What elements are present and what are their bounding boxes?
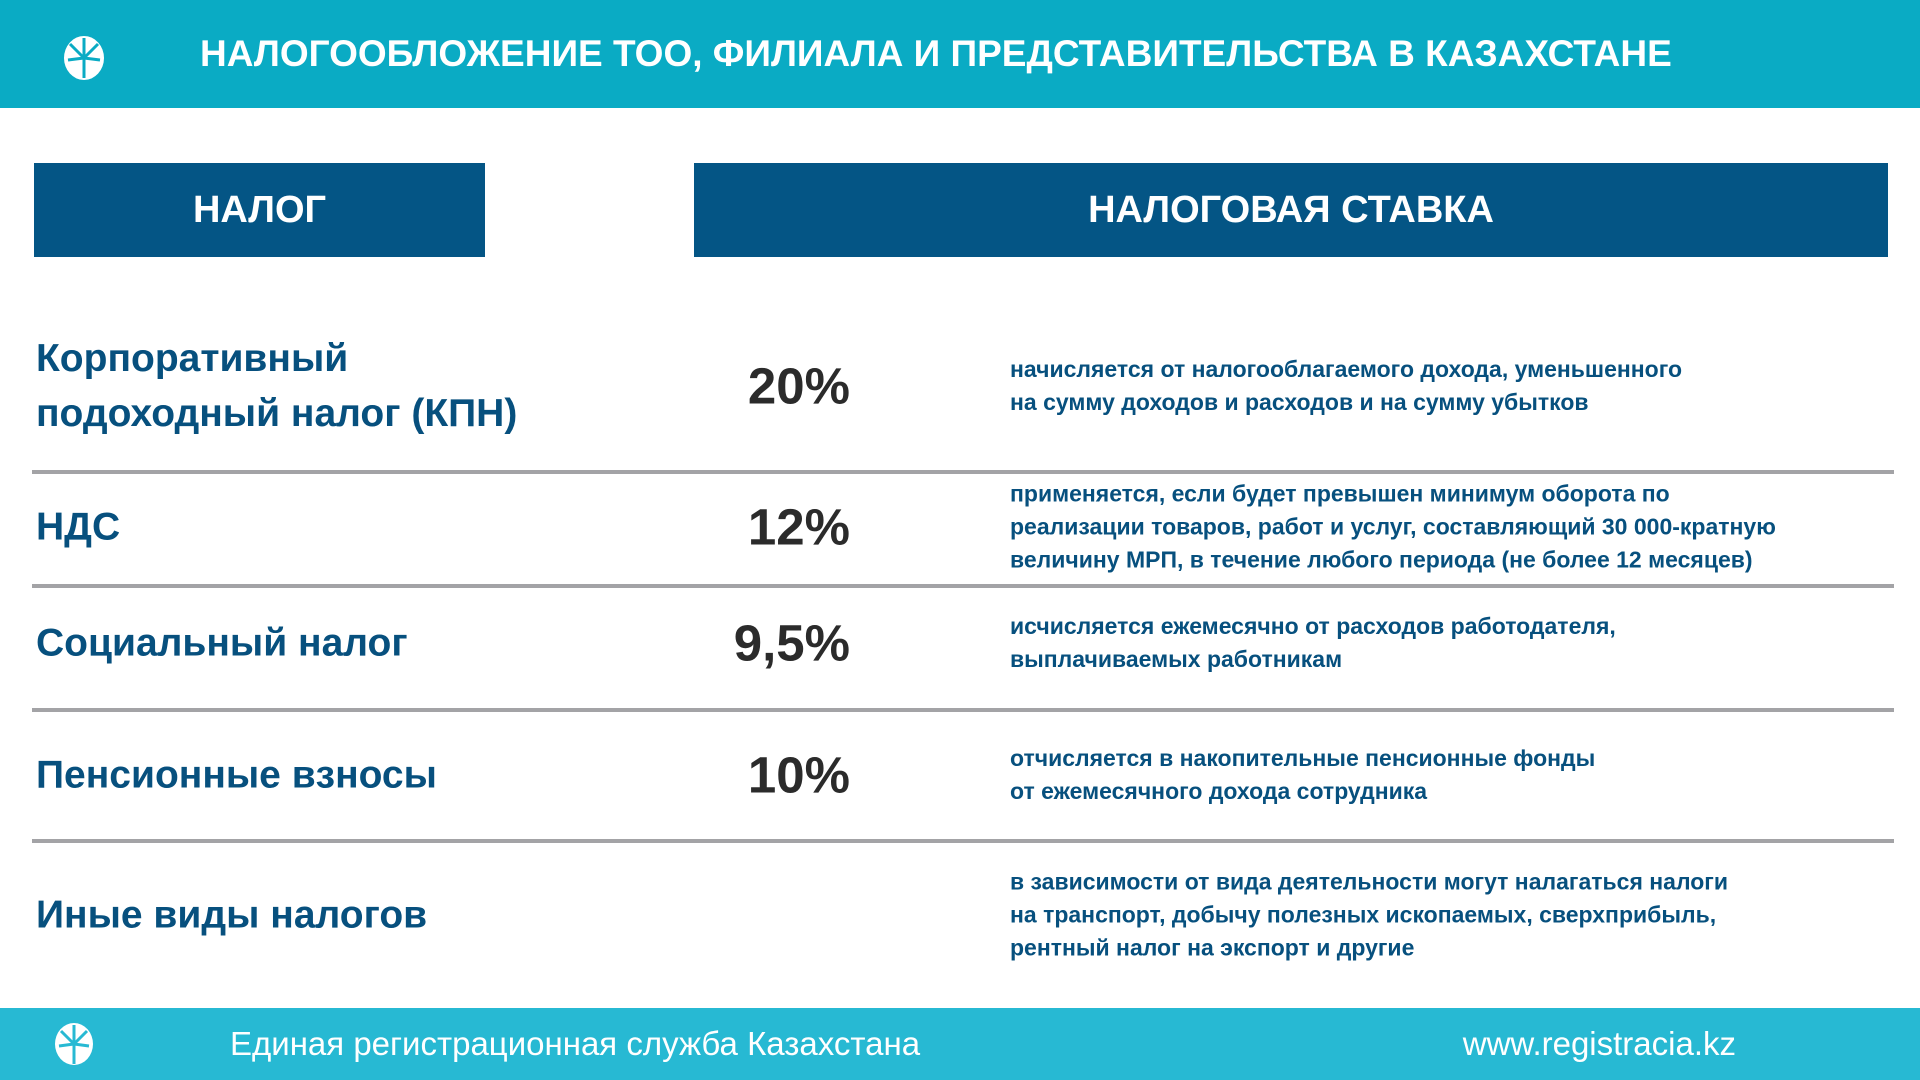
tax-description: применяется, если будет превышен минимум… [1010,478,1776,577]
row-separator [32,839,1894,843]
text-line: Иные виды налогов [36,893,428,937]
tax-rate: 9,5% [733,614,850,672]
text-line: НДС [36,505,121,549]
footer-organization: Единая регистрационная служба Казахстана [230,1025,921,1062]
footer-website: www.registracia.kz [1462,1025,1736,1062]
text-line: Корпоративный [36,337,349,380]
text-line: рентный налог на экспорт и другие [1010,934,1415,961]
logo [64,36,104,80]
text-line: исчисляется ежемесячно от расходов работ… [1010,613,1616,639]
text-line: Социальный налог [36,621,408,665]
text-line: выплачиваемых работникам [1010,646,1343,672]
tax-name: Пенсионные взносы [36,748,437,803]
tax-description: отчисляется в накопительные пенсионные ф… [1010,742,1595,808]
tax-description: исчисляется ежемесячно от расходов работ… [1010,610,1616,676]
text-line: отчисляется в накопительные пенсионные ф… [1010,745,1596,771]
tax-rate: 20% [747,357,850,415]
text-line: на транспорт, добычу полезных ископаемых… [1010,901,1717,928]
header-bar [0,0,1920,108]
row-separator [32,584,1894,588]
column-header: НАЛОГ [34,163,485,257]
column-header: НАЛОГОВАЯ СТАВКА [694,163,1888,257]
text-line: от ежемесячного дохода сотрудника [1010,778,1428,804]
text-line: величину МРП, в течение любого периода (… [1010,546,1753,573]
tax-description: начисляется от налогооблагаемого дохода,… [1010,353,1682,419]
tax-description: в зависимости от вида деятельности могут… [1010,866,1728,965]
text-line: на сумму доходов и расходов и на сумму у… [1010,389,1589,415]
footer-logo [55,1023,93,1065]
page-title: НАЛОГООБЛОЖЕНИЕ ТОО, ФИЛИАЛА И ПРЕДСТАВИ… [200,33,1672,74]
tax-rate: 10% [747,746,850,804]
tax-rate: 12% [747,498,850,556]
text-line: в зависимости от вида деятельности могут… [1010,868,1729,895]
tax-name: Социальный налог [36,616,408,671]
text-line: реализации товаров, работ и услуг, соста… [1010,513,1776,540]
text-line: Пенсионные взносы [36,753,437,797]
text-line: подоходный налог (КПН) [36,392,518,435]
tax-name: Корпоративный подоходный налог (КПН) [36,331,517,441]
footer-bar [0,1008,1920,1080]
tax-name: НДС [36,500,120,555]
text-line: начисляется от налогооблагаемого дохода,… [1010,356,1683,382]
row-separator [32,470,1894,474]
tax-name: Иные виды налогов [36,888,427,943]
text-line: применяется, если будет превышен минимум… [1010,480,1670,507]
row-separator [32,708,1894,712]
